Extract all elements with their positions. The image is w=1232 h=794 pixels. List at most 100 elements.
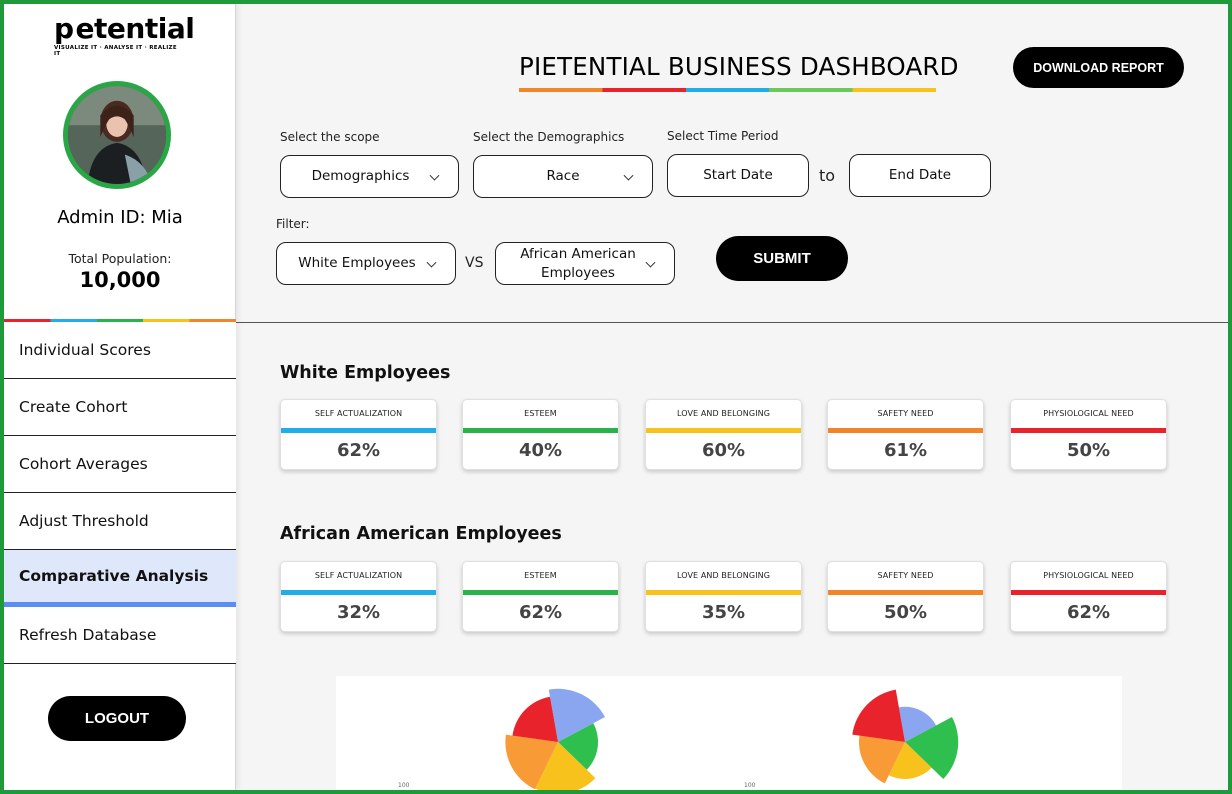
metric-card: SELF ACTUALIZATION 32%	[280, 561, 437, 632]
metric-label: PHYSIOLOGICAL NEED	[1043, 409, 1134, 418]
sidebar: p etential VISUALIZE IT · ANALYSE IT · RE…	[4, 4, 236, 790]
filter-b-value: African American Employees	[520, 245, 636, 281]
metric-color-bar	[281, 590, 436, 595]
metric-label: SAFETY NEED	[877, 571, 934, 580]
demographics-value: Race	[546, 168, 580, 184]
charts-svg	[505, 688, 959, 794]
metric-card: SAFETY NEED 61%	[827, 399, 984, 470]
metric-value: 61%	[883, 440, 928, 461]
metric-label: SELF ACTUALIZATION	[314, 409, 403, 418]
vs-separator: VS	[465, 255, 484, 271]
metric-value: 62%	[518, 602, 563, 623]
metric-value: 50%	[883, 602, 928, 623]
metric-value: 60%	[701, 440, 746, 461]
chart-slice[interactable]	[859, 735, 905, 784]
chart-slice[interactable]	[852, 689, 905, 742]
chevron-down-icon	[623, 170, 634, 181]
metric-label: ESTEEM	[524, 571, 557, 580]
sidebar-item-cohort-averages[interactable]: Cohort Averages	[4, 436, 236, 493]
filter-a-select[interactable]: White Employees	[276, 242, 456, 285]
metric-label: PHYSIOLOGICAL NEED	[1043, 571, 1134, 580]
metric-card: LOVE AND BELONGING 60%	[645, 399, 802, 470]
sidebar-item-comparative-analysis[interactable]: Comparative Analysis	[4, 550, 236, 607]
page-title: PIETENTIAL BUSINESS DASHBOARD	[519, 52, 959, 81]
metric-label: SELF ACTUALIZATION	[314, 571, 403, 580]
filter-a-value: White Employees	[298, 255, 416, 271]
metric-color-bar	[463, 590, 618, 595]
sidebar-item-create-cohort[interactable]: Create Cohort	[4, 379, 236, 436]
metric-color-bar	[463, 428, 618, 433]
metric-card: PHYSIOLOGICAL NEED 50%	[1010, 399, 1167, 470]
metric-color-bar	[828, 590, 983, 595]
chart-slice[interactable]	[535, 742, 596, 794]
download-report-button[interactable]: DOWNLOAD REPORT	[1013, 47, 1184, 88]
metric-card: ESTEEM 40%	[462, 399, 619, 470]
avatar-portrait-icon	[68, 86, 166, 184]
population-value: 10,000	[79, 268, 161, 292]
logo-tagline: VISUALIZE IT · ANALYSE IT · REALIZE IT	[54, 45, 177, 57]
chart-slice[interactable]	[505, 734, 558, 790]
metric-color-bar	[828, 428, 983, 433]
demographics-select[interactable]: Race	[473, 155, 653, 198]
chart-slice[interactable]	[888, 742, 932, 779]
metric-value: 32%	[336, 602, 381, 623]
start-date-text: Start Date	[703, 167, 773, 183]
sidebar-item-refresh-database[interactable]: Refresh Database	[4, 607, 236, 664]
sidebar-divider	[4, 319, 236, 322]
logo-wordmark: p etential	[54, 12, 195, 45]
metric-color-bar	[281, 428, 436, 433]
chart-slice[interactable]	[548, 688, 605, 742]
chart-slice[interactable]	[905, 717, 959, 779]
sidebar-item-adjust-threshold[interactable]: Adjust Threshold	[4, 493, 236, 550]
scope-label: Select the scope	[280, 130, 380, 144]
submit-button[interactable]: SUBMIT	[716, 236, 848, 281]
chevron-down-icon	[429, 170, 440, 181]
demographics-label: Select the Demographics	[473, 130, 625, 144]
population-label: Total Population:	[68, 251, 172, 266]
metric-value: 62%	[1066, 602, 1111, 623]
scope-select[interactable]: Demographics	[280, 155, 459, 198]
time-period-label: Select Time Period	[667, 129, 779, 143]
metric-color-bar	[646, 428, 801, 433]
sidebar-item-individual-scores[interactable]: Individual Scores	[4, 322, 236, 379]
metric-card: PHYSIOLOGICAL NEED 62%	[1010, 561, 1167, 632]
metric-card: LOVE AND BELONGING 35%	[645, 561, 802, 632]
end-date-text: End Date	[888, 167, 952, 183]
filter-label: Filter:	[276, 217, 310, 231]
chart-slice[interactable]	[512, 696, 558, 742]
metric-label: LOVE AND BELONGING	[676, 409, 771, 418]
sidebar-nav: Individual Scores Create Cohort Cohort A…	[4, 322, 236, 664]
chevron-down-icon	[426, 257, 437, 268]
chart-slice[interactable]	[898, 706, 937, 742]
metric-value: 40%	[518, 440, 563, 461]
section-divider	[236, 322, 1228, 323]
metric-card: ESTEEM 62%	[462, 561, 619, 632]
metric-value: 50%	[1066, 440, 1111, 461]
chevron-down-icon	[645, 257, 656, 268]
avatar	[63, 81, 171, 189]
chart-slice[interactable]	[558, 723, 598, 770]
metric-value: 35%	[701, 602, 746, 623]
scope-value: Demographics	[311, 168, 410, 184]
metric-value: 62%	[336, 440, 381, 461]
end-date-field[interactable]: End Date	[849, 154, 991, 197]
metric-color-bar	[646, 590, 801, 595]
metric-color-bar	[1011, 590, 1166, 595]
metric-card: SAFETY NEED 50%	[827, 561, 984, 632]
group-title: White Employees	[280, 363, 451, 383]
metric-label: LOVE AND BELONGING	[676, 571, 771, 580]
to-separator: to	[819, 166, 836, 185]
title-underline	[519, 88, 936, 92]
charts-panel: 100 100	[336, 676, 1122, 794]
logout-button[interactable]: LOGOUT	[48, 696, 186, 741]
metric-label: ESTEEM	[524, 409, 557, 418]
start-date-field[interactable]: Start Date	[667, 154, 809, 197]
group-title: African American Employees	[280, 524, 562, 544]
filter-b-select[interactable]: African American Employees	[495, 242, 675, 285]
brand-logo[interactable]: p etential VISUALIZE IT · ANALYSE IT · RE…	[54, 12, 195, 58]
axis-tick-label: 100	[744, 782, 756, 789]
metric-card: SELF ACTUALIZATION 62%	[280, 399, 437, 470]
metric-label: SAFETY NEED	[877, 409, 934, 418]
admin-id: Admin ID: Mia	[57, 207, 183, 228]
metric-color-bar	[1011, 428, 1166, 433]
